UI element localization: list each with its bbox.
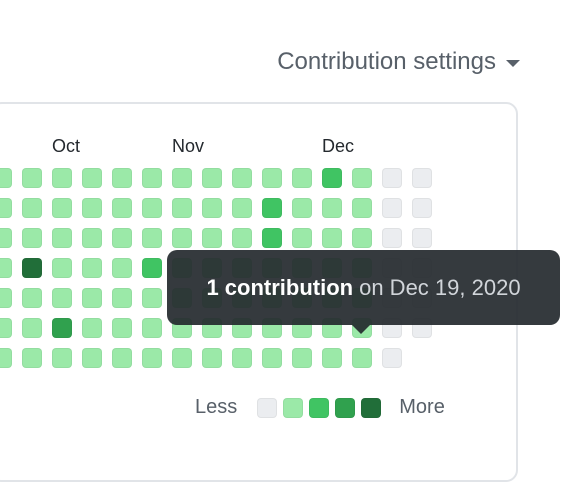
legend-swatch [309, 397, 330, 418]
legend-swatches [257, 397, 382, 418]
contribution-day-cell[interactable] [22, 228, 42, 248]
contribution-day-cell[interactable] [412, 198, 432, 218]
contribution-day-cell[interactable] [112, 288, 132, 308]
tooltip-date: on Dec 19, 2020 [359, 274, 521, 300]
contribution-day-cell[interactable] [22, 168, 42, 188]
contribution-day-cell[interactable] [352, 348, 372, 368]
tooltip-arrow [352, 325, 370, 334]
contribution-day-cell[interactable] [82, 198, 102, 218]
contribution-day-cell[interactable] [0, 288, 12, 308]
month-label-nov: Nov [172, 136, 205, 156]
contribution-day-cell[interactable] [142, 348, 162, 368]
contribution-day-cell[interactable] [172, 198, 192, 218]
legend-swatch [257, 397, 278, 418]
legend-more-label: More [399, 396, 445, 418]
contribution-day-cell[interactable] [142, 318, 162, 338]
contribution-day-cell[interactable] [142, 258, 162, 278]
contribution-settings-dropdown[interactable]: Contribution settings [277, 48, 520, 76]
contribution-day-cell[interactable] [0, 198, 12, 218]
contribution-day-cell[interactable] [142, 168, 162, 188]
contribution-day-cell[interactable] [82, 168, 102, 188]
caret-down-icon [506, 60, 520, 67]
contribution-day-cell[interactable] [112, 318, 132, 338]
contribution-day-cell[interactable] [172, 168, 192, 188]
contribution-day-cell[interactable] [22, 348, 42, 368]
contribution-day-cell[interactable] [292, 168, 312, 188]
contribution-day-cell[interactable] [82, 288, 102, 308]
contribution-day-cell[interactable] [382, 348, 402, 368]
contribution-day-cell[interactable] [352, 198, 372, 218]
contribution-day-cell[interactable] [352, 168, 372, 188]
contribution-day-cell[interactable] [112, 258, 132, 278]
contribution-day-cell[interactable] [82, 348, 102, 368]
legend-swatch [361, 397, 382, 418]
contribution-day-cell[interactable] [232, 228, 252, 248]
contribution-day-cell[interactable] [112, 198, 132, 218]
legend-swatch [283, 397, 304, 418]
contribution-settings-label: Contribution settings [277, 48, 496, 75]
contribution-day-cell[interactable] [52, 228, 72, 248]
contribution-day-cell[interactable] [52, 168, 72, 188]
contribution-day-cell[interactable] [0, 318, 12, 338]
month-label-dec: Dec [322, 136, 355, 156]
contribution-day-cell[interactable] [202, 168, 222, 188]
contribution-day-cell[interactable] [262, 348, 282, 368]
contribution-legend: Less More [195, 396, 445, 419]
contribution-day-cell[interactable] [232, 168, 252, 188]
contribution-day-cell[interactable] [262, 168, 282, 188]
contribution-day-cell[interactable] [22, 258, 42, 278]
contribution-day-cell[interactable] [0, 228, 12, 248]
contribution-day-cell[interactable] [82, 258, 102, 278]
contribution-day-cell[interactable] [112, 168, 132, 188]
contribution-day-cell[interactable] [202, 198, 222, 218]
contribution-day-cell[interactable] [0, 348, 12, 368]
contribution-day-cell[interactable] [382, 228, 402, 248]
contribution-day-cell[interactable] [172, 348, 192, 368]
contribution-day-cell[interactable] [52, 318, 72, 338]
contribution-day-cell[interactable] [142, 198, 162, 218]
legend-less-label: Less [195, 396, 238, 418]
contribution-day-cell[interactable] [52, 198, 72, 218]
contribution-day-cell[interactable] [262, 228, 282, 248]
month-label-oct: Oct [52, 136, 81, 156]
contribution-day-cell[interactable] [232, 348, 252, 368]
contribution-day-cell[interactable] [292, 198, 312, 218]
contribution-day-cell[interactable] [262, 198, 282, 218]
contribution-day-cell[interactable] [352, 228, 372, 248]
contribution-day-cell[interactable] [22, 288, 42, 308]
contribution-day-cell[interactable] [322, 198, 342, 218]
contribution-day-cell[interactable] [142, 288, 162, 308]
contribution-day-cell[interactable] [112, 228, 132, 248]
contribution-day-cell[interactable] [0, 258, 12, 278]
contribution-day-cell[interactable] [412, 228, 432, 248]
contribution-day-cell[interactable] [52, 258, 72, 278]
contribution-day-cell[interactable] [142, 228, 162, 248]
contribution-day-cell[interactable] [172, 228, 192, 248]
contribution-day-cell[interactable] [322, 228, 342, 248]
contribution-day-cell[interactable] [82, 228, 102, 248]
contribution-day-cell[interactable] [202, 228, 222, 248]
contribution-day-cell[interactable] [322, 348, 342, 368]
contribution-day-cell[interactable] [292, 348, 312, 368]
contribution-day-cell[interactable] [52, 288, 72, 308]
contribution-day-cell[interactable] [292, 228, 312, 248]
contribution-day-cell[interactable] [52, 348, 72, 368]
contribution-day-cell[interactable] [0, 168, 12, 188]
legend-swatch [335, 397, 356, 418]
contribution-day-cell[interactable] [202, 348, 222, 368]
contribution-day-cell[interactable] [82, 318, 102, 338]
contribution-day-cell[interactable] [22, 318, 42, 338]
contribution-day-cell[interactable] [412, 168, 432, 188]
contribution-day-cell[interactable] [322, 168, 342, 188]
tooltip-count: 1 contribution [206, 274, 354, 300]
contribution-day-cell[interactable] [382, 168, 402, 188]
contribution-tooltip: 1 contribution on Dec 19, 2020 [167, 250, 560, 334]
contribution-day-cell[interactable] [22, 198, 42, 218]
contribution-day-cell[interactable] [232, 198, 252, 218]
contribution-day-cell[interactable] [112, 348, 132, 368]
contribution-day-cell[interactable] [382, 198, 402, 218]
